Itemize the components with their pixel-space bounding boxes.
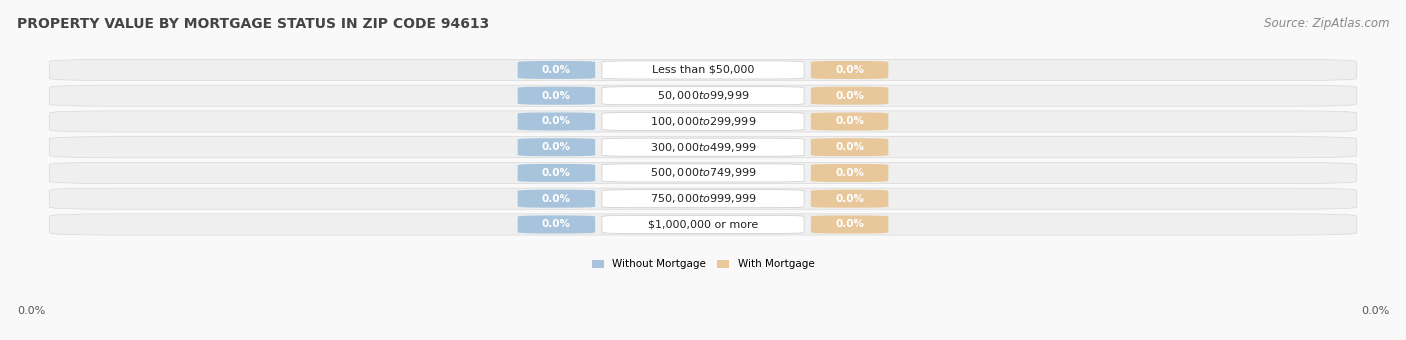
FancyBboxPatch shape xyxy=(811,87,889,105)
Text: 0.0%: 0.0% xyxy=(541,219,571,230)
Text: 0.0%: 0.0% xyxy=(541,91,571,101)
Text: $500,000 to $749,999: $500,000 to $749,999 xyxy=(650,167,756,180)
FancyBboxPatch shape xyxy=(602,113,804,131)
FancyBboxPatch shape xyxy=(517,190,595,208)
FancyBboxPatch shape xyxy=(49,137,1357,158)
FancyBboxPatch shape xyxy=(602,190,804,208)
FancyBboxPatch shape xyxy=(811,138,889,156)
Text: 0.0%: 0.0% xyxy=(835,142,865,152)
FancyBboxPatch shape xyxy=(602,138,804,156)
FancyBboxPatch shape xyxy=(517,87,595,105)
Legend: Without Mortgage, With Mortgage: Without Mortgage, With Mortgage xyxy=(588,255,818,274)
FancyBboxPatch shape xyxy=(517,216,595,234)
Text: 0.0%: 0.0% xyxy=(835,219,865,230)
Text: Less than $50,000: Less than $50,000 xyxy=(652,65,754,75)
FancyBboxPatch shape xyxy=(811,216,889,234)
FancyBboxPatch shape xyxy=(602,216,804,234)
Text: 0.0%: 0.0% xyxy=(835,65,865,75)
FancyBboxPatch shape xyxy=(517,164,595,182)
FancyBboxPatch shape xyxy=(517,61,595,79)
FancyBboxPatch shape xyxy=(811,61,889,79)
Text: Source: ZipAtlas.com: Source: ZipAtlas.com xyxy=(1264,17,1389,30)
Text: 0.0%: 0.0% xyxy=(1361,306,1389,316)
Text: $100,000 to $299,999: $100,000 to $299,999 xyxy=(650,115,756,128)
Text: 0.0%: 0.0% xyxy=(541,65,571,75)
Text: 0.0%: 0.0% xyxy=(17,306,45,316)
FancyBboxPatch shape xyxy=(49,188,1357,209)
Text: 0.0%: 0.0% xyxy=(835,91,865,101)
FancyBboxPatch shape xyxy=(811,190,889,208)
FancyBboxPatch shape xyxy=(49,59,1357,81)
FancyBboxPatch shape xyxy=(517,113,595,131)
Text: 0.0%: 0.0% xyxy=(541,168,571,178)
FancyBboxPatch shape xyxy=(49,163,1357,184)
Text: 0.0%: 0.0% xyxy=(835,168,865,178)
FancyBboxPatch shape xyxy=(602,87,804,105)
FancyBboxPatch shape xyxy=(49,214,1357,235)
FancyBboxPatch shape xyxy=(517,138,595,156)
FancyBboxPatch shape xyxy=(49,111,1357,132)
FancyBboxPatch shape xyxy=(602,61,804,79)
FancyBboxPatch shape xyxy=(811,164,889,182)
Text: 0.0%: 0.0% xyxy=(835,117,865,126)
Text: $50,000 to $99,999: $50,000 to $99,999 xyxy=(657,89,749,102)
FancyBboxPatch shape xyxy=(49,85,1357,106)
FancyBboxPatch shape xyxy=(602,164,804,182)
Text: 0.0%: 0.0% xyxy=(541,142,571,152)
Text: PROPERTY VALUE BY MORTGAGE STATUS IN ZIP CODE 94613: PROPERTY VALUE BY MORTGAGE STATUS IN ZIP… xyxy=(17,17,489,31)
FancyBboxPatch shape xyxy=(811,113,889,131)
Text: $1,000,000 or more: $1,000,000 or more xyxy=(648,219,758,230)
Text: 0.0%: 0.0% xyxy=(835,194,865,204)
Text: $750,000 to $999,999: $750,000 to $999,999 xyxy=(650,192,756,205)
Text: 0.0%: 0.0% xyxy=(541,194,571,204)
Text: $300,000 to $499,999: $300,000 to $499,999 xyxy=(650,141,756,154)
Text: 0.0%: 0.0% xyxy=(541,117,571,126)
